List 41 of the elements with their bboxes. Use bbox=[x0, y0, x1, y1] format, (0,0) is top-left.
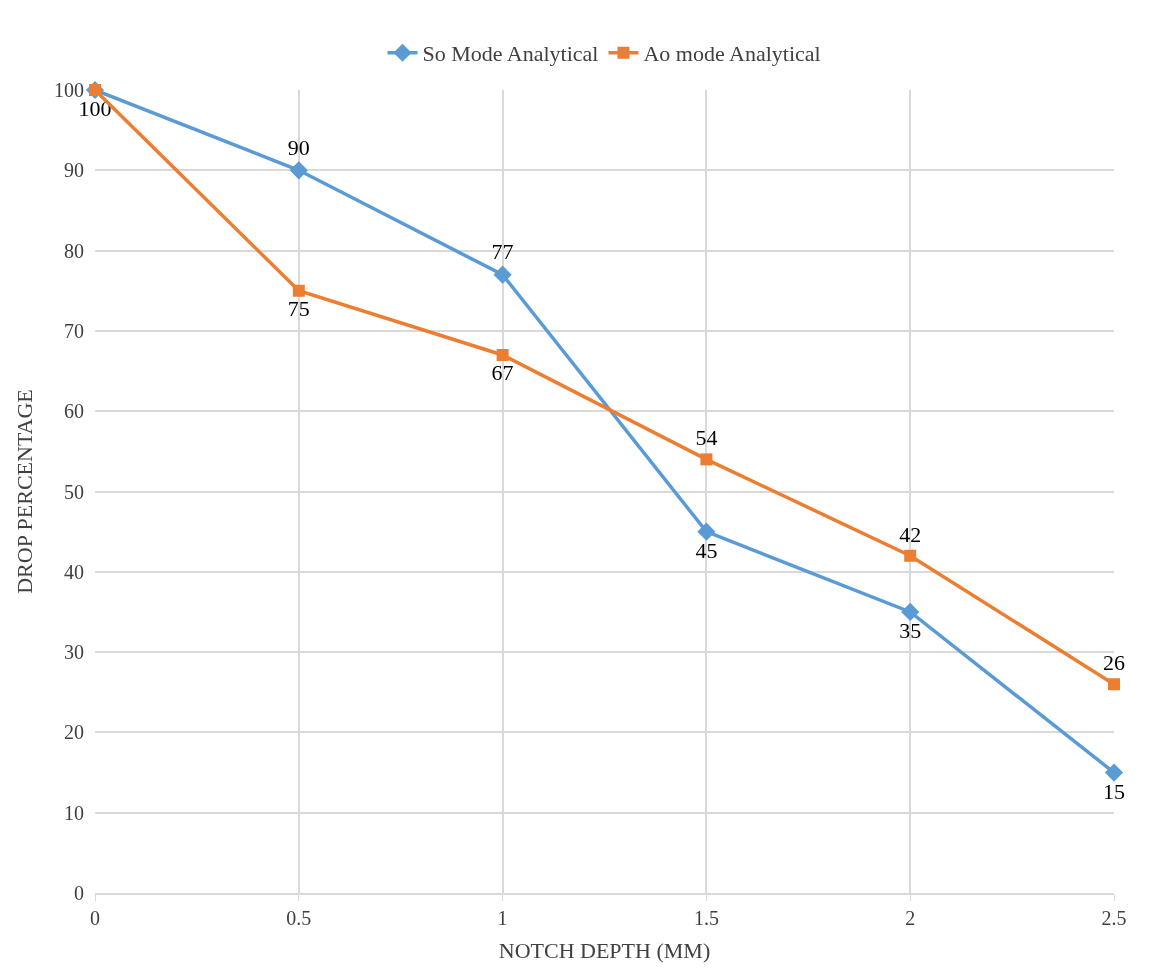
x-tick-label: 2.5 bbox=[1101, 907, 1127, 929]
data-label: 54 bbox=[695, 425, 718, 451]
data-label: 77 bbox=[491, 239, 514, 265]
x-tick-label: 1 bbox=[497, 907, 508, 929]
point bbox=[1104, 763, 1124, 782]
y-tick-label: 10 bbox=[64, 801, 84, 824]
data-label: 75 bbox=[287, 295, 310, 321]
point bbox=[496, 348, 509, 361]
legend-label: Ao mode Analytical bbox=[643, 41, 821, 67]
data-label: 42 bbox=[899, 521, 922, 547]
x-tick-label: 1.5 bbox=[693, 907, 719, 929]
point bbox=[700, 453, 713, 466]
data-label: 35 bbox=[899, 618, 922, 644]
y-tick-label: 40 bbox=[64, 560, 84, 583]
data-label: 67 bbox=[491, 359, 514, 385]
point bbox=[289, 161, 308, 180]
y-tick-label: 100 bbox=[54, 79, 84, 101]
y-tick-label: 30 bbox=[64, 641, 84, 664]
point bbox=[901, 602, 920, 622]
data-label: 26 bbox=[1103, 650, 1125, 676]
x-axis-title: NOTCH DEPTH (MM) bbox=[498, 938, 711, 964]
point bbox=[1108, 678, 1120, 691]
y-tick-label: 20 bbox=[64, 721, 84, 744]
y-tick-label: 90 bbox=[64, 159, 84, 182]
legend-label: So Mode Analytical bbox=[422, 41, 599, 67]
data-label: 45 bbox=[695, 537, 718, 563]
y-tick-label: 0 bbox=[74, 882, 84, 904]
data-label: 15 bbox=[1103, 778, 1125, 804]
x-tick-label: 0 bbox=[90, 907, 100, 929]
point bbox=[904, 549, 917, 562]
data-label: 90 bbox=[287, 135, 310, 161]
y-tick-label: 60 bbox=[64, 400, 84, 423]
y-tick-label: 70 bbox=[64, 319, 84, 342]
point bbox=[493, 265, 512, 284]
point bbox=[292, 284, 305, 297]
x-tick-label: 0.5 bbox=[286, 907, 312, 929]
y-tick-label: 50 bbox=[64, 480, 84, 503]
y-tick-label: 80 bbox=[64, 239, 84, 262]
point bbox=[697, 522, 716, 541]
x-tick-label: 2 bbox=[905, 907, 916, 929]
y-axis-title: DROP PERCENTAGE bbox=[11, 389, 37, 594]
